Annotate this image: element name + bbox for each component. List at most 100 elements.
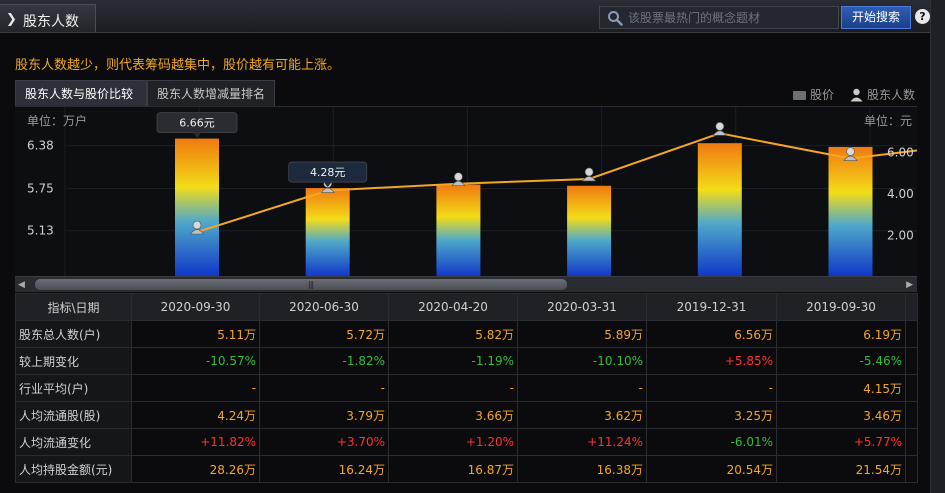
- table-cell: -: [388, 374, 518, 402]
- price-label: 4.28元: [288, 161, 368, 188]
- table-cell: 5.82万: [388, 320, 518, 348]
- table-cell: 3.46万: [776, 401, 906, 429]
- table-cell: 16.24万: [259, 455, 389, 483]
- table-cell: 5.72万: [259, 320, 389, 348]
- chart-ticks: 6.38 5.75 5.13 6.00 4.00 2.00: [27, 139, 914, 243]
- top-bar: ❯ 股东人数 开始搜索 ?: [0, 0, 930, 33]
- table-row: 人均流通变化 +11.82% +3.70% +1.20% +11.24% -6.01% +5…: [15, 428, 918, 456]
- person-icon: [850, 88, 863, 102]
- holder-point-head: [584, 167, 594, 177]
- table-cell: -10.10%: [517, 347, 647, 375]
- date-header[interactable]: 2020-09-30: [131, 293, 260, 321]
- table-cell-extra: [905, 455, 918, 483]
- holder-point-head: [192, 220, 202, 230]
- tab-holders-vs-price[interactable]: 股东人数与股价比较: [15, 80, 147, 106]
- table-cell: 6.56万: [646, 320, 777, 348]
- holder-point-head: [454, 172, 463, 182]
- table-cell: +11.82%: [131, 428, 260, 456]
- table-cell: +11.24%: [517, 428, 647, 456]
- holder-point-icon: [712, 122, 727, 136]
- right-tick-label: 6.00: [887, 145, 914, 159]
- search-box[interactable]: [599, 6, 839, 29]
- price-legend-icon: [793, 91, 806, 100]
- chart-bars: [175, 138, 873, 277]
- table-cell: -5.46%: [776, 347, 906, 375]
- tab-holders-change-rank[interactable]: 股东人数增减量排名: [147, 80, 275, 106]
- section-title-tab[interactable]: ❯ 股东人数: [0, 4, 96, 32]
- table-cell: 28.26万: [131, 455, 260, 483]
- holders-line: [196, 132, 917, 234]
- table-cell: -6.01%: [646, 428, 777, 456]
- price-label-pointer: [323, 182, 332, 188]
- unit-left: 单位：万户: [27, 114, 88, 128]
- table-cell: 4.15万: [776, 374, 906, 402]
- date-header[interactable]: 2020-06-30: [259, 293, 389, 321]
- row-label: 人均流通股(股): [15, 401, 132, 429]
- right-tick-label: 2.00: [887, 228, 914, 242]
- date-header[interactable]: 2020-03-31: [517, 293, 647, 321]
- price-bar: [175, 138, 219, 277]
- holder-point-head: [715, 122, 725, 131]
- chart-svg: 6.38 5.75 5.13 6.00 4.00 2.00 6.66元 4.28元: [27, 107, 917, 277]
- scroll-right-icon[interactable]: ▶: [906, 280, 913, 290]
- unit-right: 单位：元: [864, 114, 913, 128]
- holder-point-icon: [189, 220, 205, 235]
- row-label: 股东总人数(户): [15, 320, 132, 348]
- price-label-text: 4.28元: [310, 166, 346, 179]
- table-cell: 3.62万: [517, 401, 647, 429]
- table-cell-extra: [905, 401, 918, 429]
- legend-holders: 股东人数: [850, 86, 915, 103]
- table-cell: +5.77%: [776, 428, 906, 456]
- table-header-row: 指标\日期 2020-09-30 2020-06-30 2020-04-20 2…: [15, 293, 918, 321]
- table-cell: -1.82%: [259, 347, 389, 375]
- vertical-scrollbar[interactable]: [930, 0, 945, 493]
- row-label: 人均持股金额(元): [15, 455, 132, 483]
- table-cell: 6.19万: [776, 320, 906, 348]
- table-row: 股东总人数(户) 5.11万 5.72万 5.82万 5.89万 6.56万 6.19万: [15, 320, 918, 348]
- date-header[interactable]: 2020-04-20: [388, 293, 518, 321]
- table-cell: +3.70%: [259, 428, 389, 456]
- date-header[interactable]: 2019-12-31: [646, 293, 777, 321]
- table-cell: 3.66万: [388, 401, 518, 429]
- table-row: 人均流通股(股) 4.24万 3.79万 3.66万 3.62万 3.25万 3.46万: [15, 401, 918, 429]
- holder-point-body: [582, 176, 597, 182]
- horizontal-scrollbar[interactable]: ◀ ||| ▶: [15, 276, 917, 292]
- date-header[interactable]: 2019-09-30: [776, 293, 906, 321]
- scroll-left-icon[interactable]: ◀: [18, 280, 25, 290]
- chart-price-labels: 6.66元 4.28元: [156, 112, 368, 188]
- table-row: 较上期变化 -10.57% -1.82% -1.19% -10.10% +5.85% -5.…: [15, 347, 918, 375]
- table-row: 人均持股金额(元) 28.26万 16.24万 16.87万 16.38万 20.54万 2…: [15, 455, 918, 483]
- table-cell: -: [259, 374, 389, 402]
- table-cell-extra: [905, 374, 918, 402]
- holder-point-body: [320, 187, 335, 193]
- table-cell: 3.79万: [259, 401, 389, 429]
- right-tick-label: 4.00: [887, 187, 914, 201]
- table-cell: 20.54万: [646, 455, 777, 483]
- table-cell: 4.24万: [131, 401, 260, 429]
- price-bar: [828, 146, 873, 277]
- scroll-thumb[interactable]: |||: [35, 279, 567, 290]
- table-row: 行业平均(户) - - - - -4.15万: [15, 374, 918, 402]
- holder-point-head: [846, 147, 855, 156]
- table-cell: 21.54万: [776, 455, 906, 483]
- search-icon: [608, 11, 623, 26]
- grip-icon: |||: [308, 280, 314, 289]
- table-cell-extra: [905, 320, 918, 348]
- search-button[interactable]: 开始搜索: [841, 6, 911, 29]
- chart-area: 6.38 5.75 5.13 6.00 4.00 2.00 6.66元 4.28元: [15, 106, 917, 290]
- holders-table: 指标\日期 2020-09-30 2020-06-30 2020-04-20 2…: [15, 293, 918, 483]
- row-label: 较上期变化: [15, 347, 132, 375]
- table-body: 股东总人数(户) 5.11万 5.72万 5.82万 5.89万 6.56万 6.19万 较上…: [15, 320, 918, 483]
- table-cell: -1.19%: [388, 347, 518, 375]
- price-label-box: [156, 112, 238, 134]
- left-tick-label: 5.75: [27, 181, 54, 195]
- left-tick-label: 5.13: [27, 224, 54, 238]
- table-cell: -10.57%: [131, 347, 260, 375]
- search-input[interactable]: [628, 10, 833, 26]
- table-cell-extra: [905, 347, 918, 375]
- legend-price: 股价: [793, 86, 834, 103]
- table-cell: 3.25万: [646, 401, 777, 429]
- row-label: 行业平均(户): [15, 374, 132, 402]
- help-icon[interactable]: ?: [915, 9, 930, 24]
- holder-point-icon: [843, 147, 858, 161]
